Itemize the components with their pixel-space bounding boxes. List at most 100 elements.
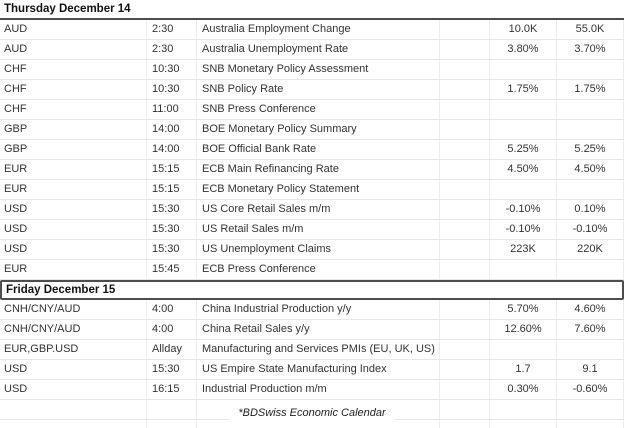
cell-event: US Unemployment Claims	[197, 240, 440, 259]
cell-spacer	[440, 380, 490, 399]
table-row: CNH/CNY/AUD 4:00 China Industrial Produc…	[0, 300, 624, 320]
cell-previous: 1.75%	[557, 80, 624, 99]
cell-forecast: 1.75%	[490, 80, 557, 99]
cell-previous	[557, 120, 624, 139]
table-row: CHF 10:30 SNB Monetary Policy Assessment	[0, 60, 624, 80]
table-row: EUR 15:15 ECB Main Refinancing Rate 4.50…	[0, 160, 624, 180]
cell-event: Industrial Production m/m	[197, 380, 440, 399]
cell-currency: CHF	[0, 100, 147, 119]
cell-spacer	[440, 420, 490, 428]
cell-forecast: 12.60%	[490, 320, 557, 339]
cell-currency: USD	[0, 200, 147, 219]
cell-previous	[557, 420, 624, 428]
cell-forecast	[490, 120, 557, 139]
cell-event: Australia Unemployment Rate	[197, 40, 440, 59]
cell-forecast	[490, 60, 557, 79]
empty-row	[0, 400, 624, 420]
cell-forecast	[490, 400, 557, 419]
cell-previous: 220K	[557, 240, 624, 259]
table-row: GBP 14:00 BOE Monetary Policy Summary	[0, 120, 624, 140]
table-row: USD 15:30 US Empire State Manufacturing …	[0, 360, 624, 380]
section-header: Friday December 15	[0, 280, 624, 300]
cell-time: 15:45	[147, 260, 197, 279]
cell-time: 10:30	[147, 60, 197, 79]
cell-spacer	[440, 100, 490, 119]
cell-previous: -0.60%	[557, 380, 624, 399]
cell-currency: CNH/CNY/AUD	[0, 300, 147, 319]
calendar-table: Thursday December 14 AUD 2:30 Australia …	[0, 3, 624, 400]
cell-forecast	[490, 180, 557, 199]
cell-time: 14:00	[147, 140, 197, 159]
cell-forecast: 10.0K	[490, 20, 557, 39]
cell-event: SNB Monetary Policy Assessment	[197, 60, 440, 79]
cell-previous: 9.1	[557, 360, 624, 379]
cell-previous: 7.60%	[557, 320, 624, 339]
cell-previous: 4.50%	[557, 160, 624, 179]
cell-previous: 5.25%	[557, 140, 624, 159]
cell-time: 2:30	[147, 40, 197, 59]
cell-event: China Retail Sales y/y	[197, 320, 440, 339]
cell-currency: USD	[0, 360, 147, 379]
table-row: USD 15:30 US Retail Sales m/m -0.10% -0.…	[0, 220, 624, 240]
section-header-label: Friday December 15	[6, 284, 116, 296]
cell-time: 15:15	[147, 160, 197, 179]
cell-previous	[557, 180, 624, 199]
cell-currency: USD	[0, 380, 147, 399]
cell-forecast	[490, 340, 557, 359]
cell-time: 4:00	[147, 300, 197, 319]
cell-spacer	[440, 200, 490, 219]
cell-time: 15:30	[147, 200, 197, 219]
cell-spacer	[440, 240, 490, 259]
cell-event: BOE Official Bank Rate	[197, 140, 440, 159]
cell-event: US Empire State Manufacturing Index	[197, 360, 440, 379]
cell-event: ECB Monetary Policy Statement	[197, 180, 440, 199]
cell-previous	[557, 100, 624, 119]
cell-forecast	[490, 420, 557, 428]
cell-event: ECB Main Refinancing Rate	[197, 160, 440, 179]
cell-spacer	[440, 220, 490, 239]
cell-time: 10:30	[147, 80, 197, 99]
cell-currency	[0, 400, 147, 419]
cell-event: Manufacturing and Services PMIs (EU, UK,…	[197, 340, 440, 359]
cell-spacer	[440, 300, 490, 319]
cell-forecast: 0.30%	[490, 380, 557, 399]
cell-time	[147, 420, 197, 428]
cell-spacer	[440, 120, 490, 139]
cell-forecast	[490, 100, 557, 119]
cell-previous	[557, 260, 624, 279]
cell-forecast: 5.25%	[490, 140, 557, 159]
table-row: USD 16:15 Industrial Production m/m 0.30…	[0, 380, 624, 400]
partial-row	[0, 420, 624, 428]
cell-previous: 55.0K	[557, 20, 624, 39]
cell-currency: EUR	[0, 160, 147, 179]
table-row: USD 15:30 US Unemployment Claims 223K 22…	[0, 240, 624, 260]
cell-spacer	[440, 60, 490, 79]
cell-spacer	[440, 20, 490, 39]
cell-event	[197, 420, 440, 428]
cell-forecast: 1.7	[490, 360, 557, 379]
cell-currency: USD	[0, 220, 147, 239]
cell-currency: GBP	[0, 120, 147, 139]
table-row: EUR 15:45 ECB Press Conference	[0, 260, 624, 280]
cell-event: US Core Retail Sales m/m	[197, 200, 440, 219]
cell-spacer	[440, 180, 490, 199]
cell-spacer	[440, 260, 490, 279]
cell-time: 4:00	[147, 320, 197, 339]
cell-spacer	[440, 400, 490, 419]
cell-time: 15:30	[147, 220, 197, 239]
cell-forecast	[490, 260, 557, 279]
cell-spacer	[440, 80, 490, 99]
cell-event: SNB Press Conference	[197, 100, 440, 119]
cell-currency: AUD	[0, 20, 147, 39]
cell-previous: 4.60%	[557, 300, 624, 319]
table-row: USD 15:30 US Core Retail Sales m/m -0.10…	[0, 200, 624, 220]
cell-previous: 3.70%	[557, 40, 624, 59]
cell-previous	[557, 340, 624, 359]
cell-forecast: 4.50%	[490, 160, 557, 179]
cell-event: China Industrial Production y/y	[197, 300, 440, 319]
cell-currency: CHF	[0, 60, 147, 79]
table-row: CHF 10:30 SNB Policy Rate 1.75% 1.75%	[0, 80, 624, 100]
cell-event: Australia Employment Change	[197, 20, 440, 39]
cell-currency: AUD	[0, 40, 147, 59]
